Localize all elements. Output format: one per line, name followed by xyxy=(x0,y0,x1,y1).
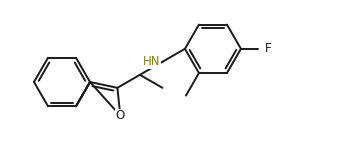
Text: O: O xyxy=(116,109,125,122)
Text: HN: HN xyxy=(143,55,160,68)
Text: F: F xyxy=(265,42,271,55)
